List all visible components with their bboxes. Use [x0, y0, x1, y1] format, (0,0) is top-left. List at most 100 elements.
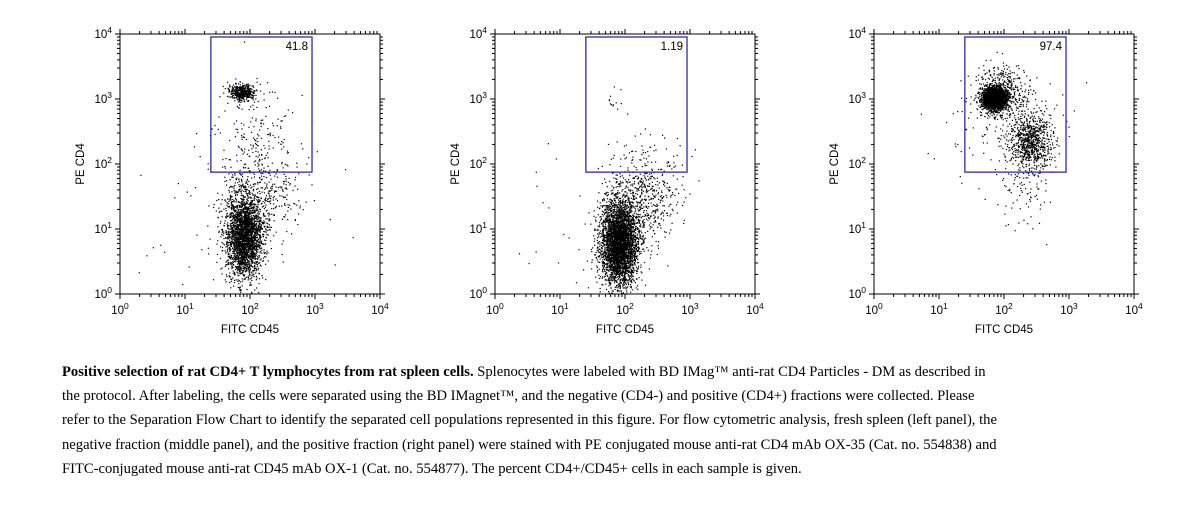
- data-point: [607, 238, 609, 240]
- data-point: [276, 200, 279, 202]
- data-point: [235, 244, 237, 246]
- data-point: [263, 225, 265, 227]
- data-point: [229, 262, 231, 264]
- data-point: [235, 216, 237, 218]
- data-point: [270, 198, 272, 200]
- data-point: [609, 258, 611, 260]
- data-point: [247, 275, 249, 277]
- data-point: [626, 254, 628, 256]
- data-point: [247, 263, 249, 265]
- data-point: [243, 247, 245, 249]
- data-point: [282, 142, 284, 144]
- data-point: [248, 100, 250, 102]
- data-point: [235, 229, 237, 231]
- data-point: [248, 263, 250, 265]
- data-point: [218, 116, 220, 118]
- data-point: [609, 257, 611, 260]
- data-point: [237, 107, 239, 109]
- data-point: [240, 231, 242, 233]
- data-point: [251, 215, 253, 217]
- data-point: [256, 244, 258, 246]
- data-point: [244, 241, 246, 243]
- data-point: [249, 267, 251, 269]
- data-point: [263, 99, 265, 101]
- data-point: [239, 220, 242, 222]
- data-point: [230, 224, 232, 226]
- data-point: [237, 263, 239, 265]
- data-point: [625, 204, 627, 206]
- data-point: [631, 261, 633, 263]
- data-point: [629, 260, 631, 263]
- data-point: [241, 278, 243, 280]
- data-point: [255, 258, 257, 260]
- data-point: [612, 277, 614, 279]
- data-point: [229, 223, 231, 225]
- data-point: [255, 98, 257, 100]
- data-point: [235, 91, 237, 93]
- data-point: [605, 226, 607, 228]
- data-point: [238, 233, 241, 235]
- data-point: [626, 266, 628, 269]
- data-point: [254, 229, 256, 231]
- data-point: [232, 242, 234, 244]
- data-point: [241, 205, 243, 207]
- data-point: [188, 266, 190, 268]
- data-point: [253, 90, 256, 92]
- data-point: [245, 239, 247, 241]
- data-point: [625, 280, 627, 282]
- data-point: [269, 169, 271, 171]
- data-point: [254, 253, 256, 255]
- data-point: [241, 260, 243, 262]
- data-point: [260, 240, 262, 242]
- data-point: [237, 245, 239, 247]
- data-point: [624, 233, 626, 235]
- data-point: [230, 202, 232, 204]
- data-point: [229, 275, 231, 277]
- data-point: [622, 284, 624, 286]
- data-point: [247, 224, 249, 227]
- data-point: [240, 218, 243, 220]
- data-point: [264, 231, 266, 233]
- data-point: [213, 206, 215, 209]
- data-point: [236, 105, 238, 108]
- data-point: [252, 224, 254, 226]
- data-point: [258, 247, 261, 249]
- data-point: [239, 254, 241, 256]
- data-point: [241, 250, 243, 252]
- data-point: [239, 81, 241, 83]
- data-point: [239, 212, 241, 214]
- data-point: [632, 275, 634, 278]
- data-point: [250, 243, 252, 245]
- data-point: [194, 187, 197, 189]
- data-point: [242, 263, 244, 265]
- data-point: [230, 236, 232, 238]
- data-point: [630, 209, 632, 211]
- data-point: [239, 263, 241, 265]
- data-point: [253, 258, 255, 260]
- data-point: [287, 219, 289, 221]
- data-point: [257, 245, 260, 247]
- data-point: [242, 231, 244, 233]
- data-point: [237, 96, 239, 98]
- data-point: [241, 134, 243, 137]
- data-point: [628, 225, 630, 227]
- data-point: [270, 226, 272, 228]
- data-point: [254, 255, 256, 257]
- data-point: [208, 205, 210, 207]
- data-point: [244, 93, 246, 95]
- data-point: [240, 93, 242, 95]
- data-point: [257, 192, 259, 194]
- data-point: [296, 204, 298, 206]
- data-point: [243, 222, 245, 224]
- data-point: [627, 205, 629, 207]
- data-point: [621, 268, 623, 270]
- data-point: [262, 119, 264, 121]
- data-point: [221, 231, 223, 233]
- data-point: [247, 195, 249, 197]
- data-point: [246, 179, 248, 181]
- data-point: [247, 243, 249, 245]
- data-point: [245, 93, 248, 95]
- data-point: [264, 225, 266, 227]
- data-point: [219, 222, 221, 224]
- data-point: [239, 173, 241, 175]
